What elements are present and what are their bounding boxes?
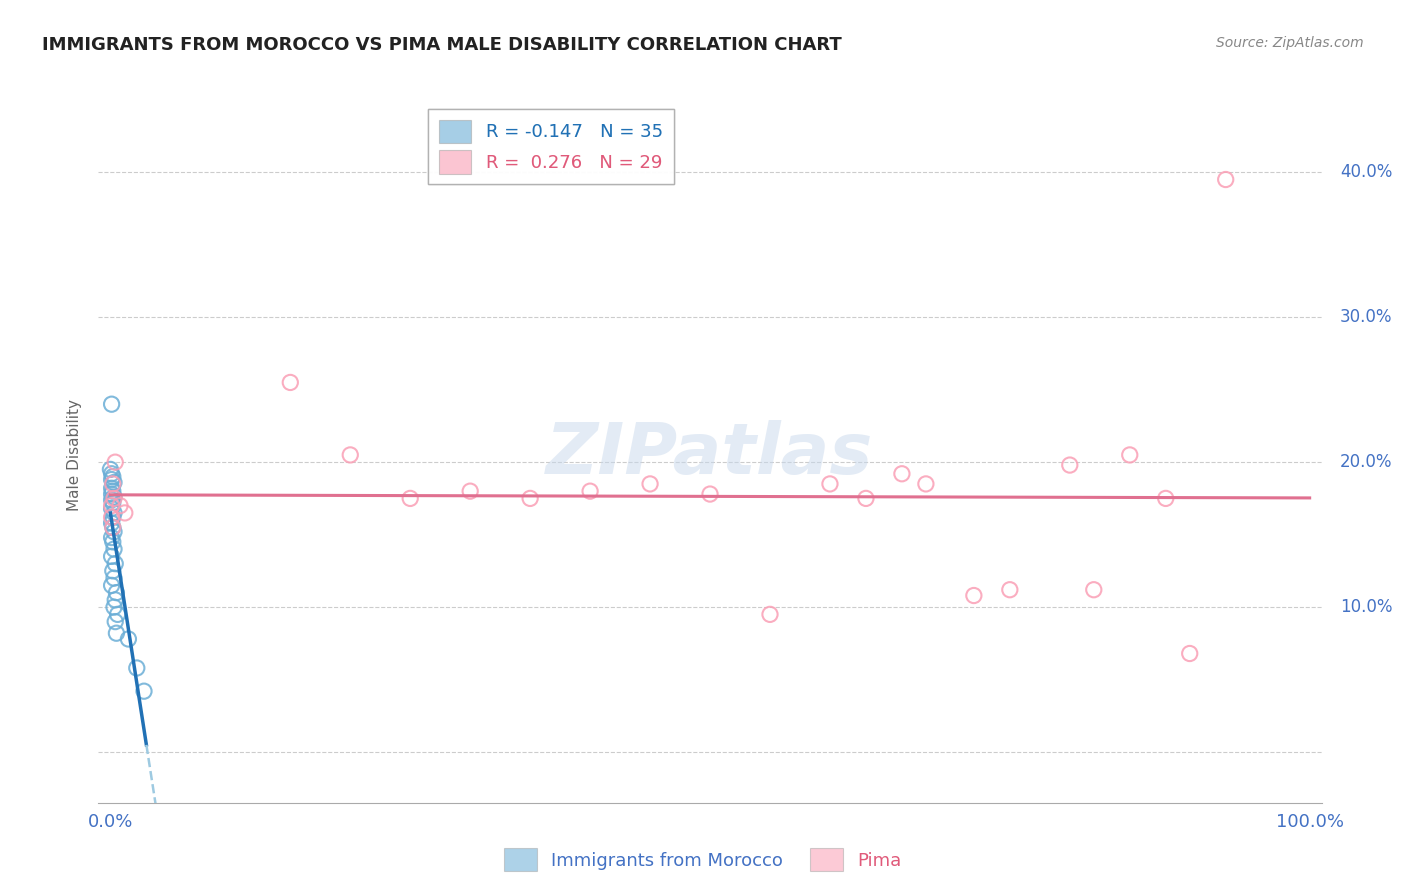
Point bbox=[519, 491, 541, 506]
Text: Source: ZipAtlas.com: Source: ZipAtlas.com bbox=[1216, 36, 1364, 50]
Point bbox=[100, 549, 122, 564]
Point bbox=[125, 661, 148, 675]
Text: 30.0%: 30.0% bbox=[1340, 309, 1392, 326]
Text: 10.0%: 10.0% bbox=[1340, 599, 1392, 616]
Point bbox=[132, 684, 155, 698]
Point bbox=[101, 484, 124, 499]
Point bbox=[101, 476, 124, 491]
Point bbox=[103, 491, 125, 506]
Point bbox=[638, 476, 661, 491]
Point bbox=[963, 589, 986, 603]
Point bbox=[759, 607, 782, 622]
Point bbox=[1178, 647, 1201, 661]
Point bbox=[105, 585, 128, 599]
Text: 40.0%: 40.0% bbox=[1340, 163, 1392, 181]
Point bbox=[100, 516, 122, 530]
Point bbox=[399, 491, 422, 506]
Text: 20.0%: 20.0% bbox=[1340, 453, 1392, 471]
Point bbox=[100, 481, 122, 495]
Point bbox=[103, 506, 125, 520]
Point bbox=[101, 520, 124, 534]
Point bbox=[101, 469, 124, 483]
Point bbox=[104, 557, 127, 571]
Point bbox=[101, 496, 124, 510]
Point bbox=[278, 376, 301, 390]
Point bbox=[915, 476, 938, 491]
Point bbox=[100, 492, 122, 507]
Point bbox=[1083, 582, 1105, 597]
Point bbox=[101, 520, 124, 534]
Point bbox=[100, 510, 122, 524]
Point bbox=[104, 592, 127, 607]
Point bbox=[101, 510, 124, 524]
Legend: Immigrants from Morocco, Pima: Immigrants from Morocco, Pima bbox=[498, 841, 908, 879]
Point bbox=[1059, 458, 1081, 472]
Point bbox=[101, 534, 124, 549]
Text: IMMIGRANTS FROM MOROCCO VS PIMA MALE DISABILITY CORRELATION CHART: IMMIGRANTS FROM MOROCCO VS PIMA MALE DIS… bbox=[42, 36, 842, 54]
Point bbox=[103, 571, 125, 585]
Point bbox=[100, 473, 122, 487]
Point bbox=[100, 499, 122, 513]
Point bbox=[100, 397, 122, 411]
Point bbox=[105, 626, 128, 640]
Point bbox=[699, 487, 721, 501]
Point bbox=[100, 467, 122, 481]
Point bbox=[108, 499, 131, 513]
Point bbox=[1154, 491, 1177, 506]
Point bbox=[103, 542, 125, 557]
Point bbox=[114, 506, 136, 520]
Point bbox=[103, 524, 125, 539]
Point bbox=[890, 467, 912, 481]
Point bbox=[855, 491, 877, 506]
Point bbox=[100, 501, 122, 516]
Point bbox=[104, 455, 127, 469]
Point bbox=[1119, 448, 1142, 462]
Point bbox=[100, 462, 122, 476]
Point bbox=[107, 607, 129, 622]
Text: ZIPatlas: ZIPatlas bbox=[547, 420, 873, 490]
Point bbox=[103, 490, 125, 504]
Legend: R = -0.147   N = 35, R =  0.276   N = 29: R = -0.147 N = 35, R = 0.276 N = 29 bbox=[429, 109, 673, 185]
Point bbox=[104, 615, 127, 629]
Point bbox=[1215, 172, 1237, 186]
Point bbox=[458, 484, 481, 499]
Y-axis label: Male Disability: Male Disability bbox=[66, 399, 82, 511]
Point bbox=[117, 632, 139, 646]
Point bbox=[339, 448, 361, 462]
Point bbox=[998, 582, 1021, 597]
Point bbox=[100, 531, 122, 545]
Point bbox=[103, 475, 125, 490]
Point bbox=[100, 487, 122, 501]
Point bbox=[103, 600, 125, 615]
Point bbox=[101, 564, 124, 578]
Point bbox=[818, 476, 841, 491]
Point bbox=[579, 484, 602, 499]
Point bbox=[100, 578, 122, 592]
